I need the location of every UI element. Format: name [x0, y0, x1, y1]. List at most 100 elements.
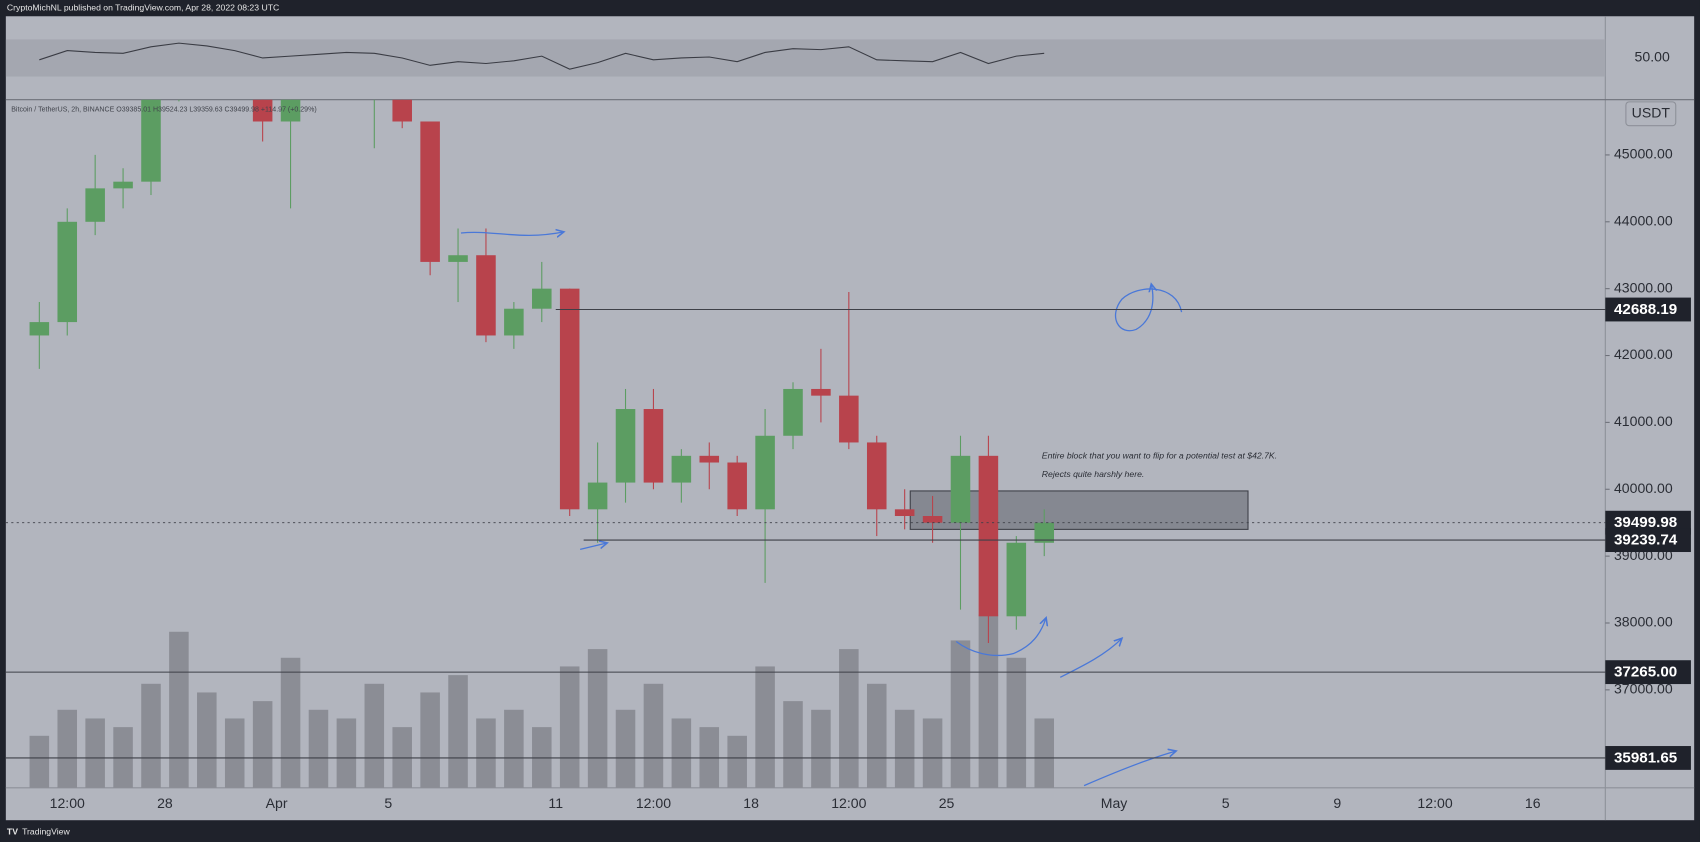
candle-body	[392, 99, 412, 122]
price-label: 37265.00	[1614, 664, 1677, 681]
candle-body	[29, 322, 50, 336]
footer-brand: TradingView	[22, 827, 70, 837]
x-tick-label: May	[1101, 795, 1129, 811]
candle-body	[504, 308, 524, 336]
y-tick-label: 43000.00	[1614, 279, 1673, 295]
volume-bar	[1006, 657, 1027, 788]
candle-body	[420, 121, 440, 262]
candle-body	[559, 288, 580, 510]
volume-bar	[197, 692, 217, 788]
volume-bar	[476, 718, 496, 788]
candle-body	[643, 409, 664, 483]
volume-bar	[504, 709, 524, 788]
arrow	[580, 543, 607, 551]
volume-bar	[280, 657, 301, 788]
volume-bar	[336, 718, 357, 788]
volume-bar	[894, 709, 915, 788]
volume-bar	[169, 631, 189, 788]
volume-bar	[727, 735, 747, 788]
volume-bar	[839, 649, 859, 788]
publisher: CryptoMichNL published on TradingView.co…	[7, 2, 279, 12]
y-tick-label: 38000.00	[1614, 614, 1673, 630]
volume-bar	[615, 709, 636, 788]
overlay: Bitcoin / TetherUS, 2h, BINANCE O39385.0…	[11, 101, 1677, 787]
x-tick-label: Apr	[266, 795, 288, 811]
x-tick-label: 12:00	[636, 795, 671, 811]
x-tick-label: 11	[548, 795, 563, 811]
candle-body	[615, 409, 636, 483]
volume-bar	[978, 614, 999, 788]
arrow	[460, 232, 564, 235]
candle-body	[252, 99, 273, 122]
candle-body	[113, 181, 133, 189]
candle-body	[783, 388, 803, 436]
volume-bar	[224, 718, 245, 788]
y-tick-label: 44000.00	[1614, 213, 1673, 229]
candle-body	[57, 221, 78, 323]
volume-bar	[755, 666, 775, 788]
x-tick-label: 9	[1333, 795, 1341, 811]
price-label: 39499.98	[1614, 514, 1677, 531]
volume-bar	[29, 735, 50, 788]
symbol-legend: Bitcoin / TetherUS, 2h, BINANCE O39385.0…	[11, 106, 316, 113]
currency: USDT	[1632, 105, 1671, 121]
x-tick-label: 5	[1222, 795, 1230, 811]
volume-bar	[364, 683, 385, 788]
candle-body	[866, 442, 887, 510]
volume-bar	[587, 649, 608, 788]
candle-body	[1034, 522, 1055, 543]
candle-body	[950, 455, 971, 523]
axes: 50.0037000.0038000.0039000.0040000.00410…	[5, 49, 1691, 811]
annotation: Entire block that you want to flip for a…	[1042, 451, 1277, 461]
y-tick-label: 45000.00	[1614, 146, 1673, 162]
candle-body	[727, 462, 747, 510]
y-tick-label: 42000.00	[1614, 346, 1673, 362]
candle-body	[755, 435, 775, 510]
candle-body	[476, 255, 496, 336]
currency-box	[1625, 101, 1677, 127]
volume-bar	[448, 675, 468, 788]
candle-body	[280, 99, 301, 122]
candle-body	[587, 482, 608, 510]
candle-body	[448, 255, 468, 262]
volume-bar	[420, 692, 440, 788]
volume-bar	[811, 709, 831, 788]
volume-bar	[252, 701, 273, 788]
volume-bar	[643, 683, 664, 788]
volume-bar	[308, 709, 329, 788]
candle-body	[978, 455, 999, 617]
x-tick-label: 16	[1525, 795, 1541, 811]
price-label-box	[1605, 660, 1691, 685]
price-label-box	[1605, 528, 1691, 553]
price-label-box	[1605, 297, 1691, 322]
volume-bar	[671, 718, 692, 788]
volume-bar	[559, 666, 580, 788]
price-label: 42688.19	[1614, 301, 1677, 318]
hand-drawn-arrows	[460, 232, 1183, 787]
x-tick-label: 12:00	[831, 795, 866, 811]
rsi-line	[39, 42, 1045, 70]
header-bar	[0, 0, 1700, 17]
rsi-band	[5, 39, 1606, 77]
candle-body	[141, 99, 161, 182]
volume-bar	[141, 683, 161, 788]
y-tick-label: 41000.00	[1614, 413, 1673, 429]
price-label-box	[1605, 746, 1691, 770]
candle-body	[839, 395, 859, 443]
volume-bar	[866, 683, 887, 788]
y-tick-label: 40000.00	[1614, 480, 1673, 496]
volume-bar	[783, 701, 803, 788]
x-tick-label: 25	[939, 795, 955, 811]
x-tick-label: 18	[743, 795, 759, 811]
volume-bar	[85, 718, 105, 788]
candle-body	[671, 455, 692, 483]
arrow	[955, 618, 1046, 657]
rsi-tick-label: 50.00	[1635, 49, 1670, 65]
volume-bar	[1034, 718, 1055, 788]
arrow	[1083, 751, 1176, 787]
y-tick-label: 37000.00	[1614, 681, 1673, 697]
x-tick-label: 28	[157, 795, 173, 811]
candle-body	[811, 388, 831, 396]
volume-bar	[57, 709, 78, 788]
price-label: 39239.74	[1614, 532, 1678, 549]
